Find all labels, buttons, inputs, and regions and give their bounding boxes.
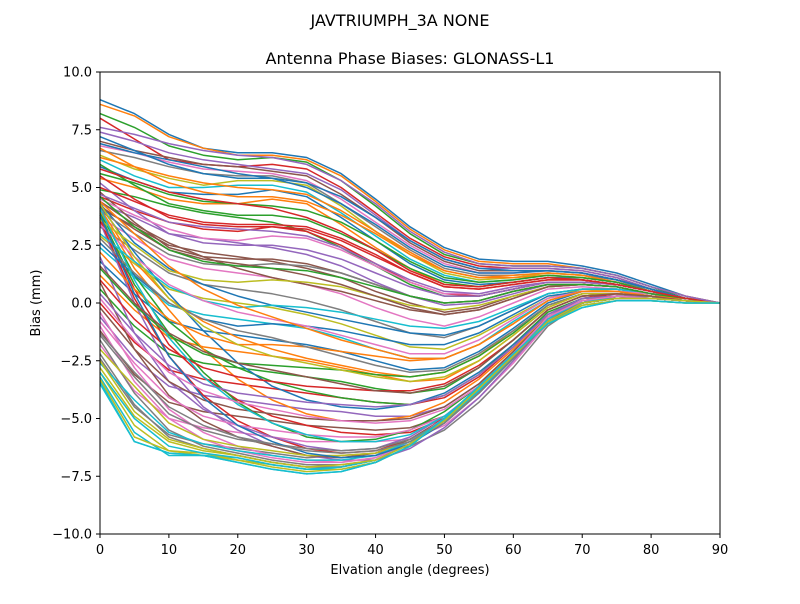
y-tick-label: −2.5 [60,354,92,369]
y-tick-label: 2.5 [71,239,92,254]
series-line-s86 [99,265,721,394]
series-line-s87 [99,295,721,424]
y-tick-label: 10.0 [63,66,92,81]
series-layer [99,99,721,475]
y-tick-label: −5.0 [60,412,92,427]
series-line-s47 [99,297,721,464]
series-line-s73 [99,172,721,304]
series-line-s37 [99,297,721,464]
x-tick-label: 20 [230,543,247,558]
series-line-s85 [99,126,721,304]
y-tick-label: 7.5 [71,123,92,138]
x-tick-label: 80 [643,543,660,558]
series-line-s65 [99,293,721,408]
y-tick-label: −10.0 [52,528,92,543]
series-line-s89 [99,297,721,468]
x-axis-label: Elvation angle (degrees) [330,563,489,578]
x-tick-label: 60 [505,543,522,558]
x-tick-label: 50 [436,543,453,558]
series-line-s82 [99,200,721,360]
chart-suptitle: JAVTRIUMPH_3A NONE [310,11,490,31]
x-tick-label: 10 [161,543,178,558]
y-tick-label: 5.0 [71,181,92,196]
y-axis-label: Bias (mm) [29,270,44,337]
series-line-s71 [99,142,721,304]
series-line-s83 [99,196,721,304]
y-tick-label: 0.0 [71,297,92,312]
x-axis: 0 10 20 30 40 50 60 70 80 90 [96,534,728,558]
x-tick-label: 30 [298,543,315,558]
y-tick-label: −7.5 [60,470,92,485]
series-line-s90 [99,299,720,475]
x-tick-label: 40 [367,543,384,558]
chart-title: Antenna Phase Biases: GLONASS-L1 [266,49,555,68]
series-line-s70 [99,297,721,461]
x-tick-label: 70 [574,543,591,558]
series-line-s84 [99,168,721,304]
y-axis: −10.0 −7.5 −5.0 −2.5 0.0 2.5 5.0 7.5 10.0 [52,66,100,543]
series-line-s31 [99,203,721,337]
x-tick-label: 0 [96,543,104,558]
x-tick-label: 90 [712,543,729,558]
